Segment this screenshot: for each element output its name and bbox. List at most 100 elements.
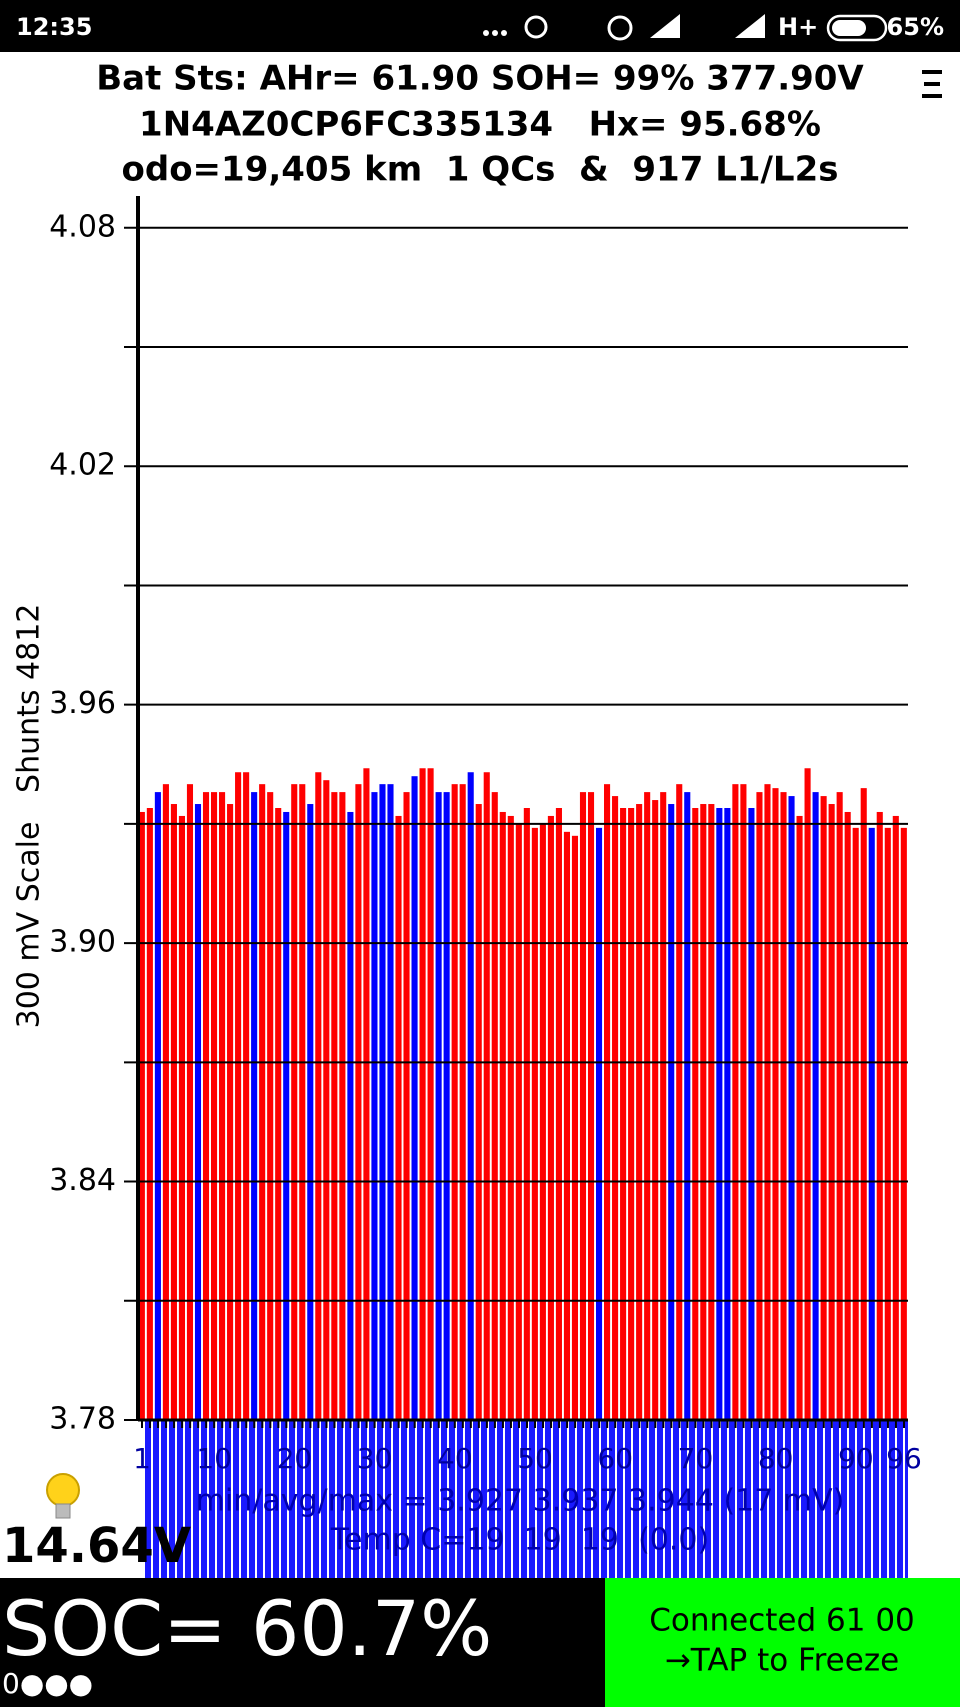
bar bbox=[900, 827, 907, 1420]
bar bbox=[275, 808, 282, 1420]
bar bbox=[435, 792, 442, 1420]
status-battery: 65% bbox=[887, 13, 944, 41]
bar bbox=[507, 815, 514, 1420]
x-tick-label: 60 bbox=[597, 1442, 633, 1475]
connect-button-bg[interactable] bbox=[605, 1578, 960, 1707]
bar bbox=[563, 831, 570, 1420]
bar bbox=[652, 800, 659, 1420]
bar bbox=[684, 792, 691, 1420]
x-tick-label: 96 bbox=[886, 1442, 922, 1475]
indicator: 0●●● bbox=[2, 1667, 93, 1700]
bar bbox=[227, 804, 234, 1420]
bar bbox=[299, 784, 306, 1420]
bar bbox=[531, 827, 538, 1420]
bar bbox=[411, 776, 418, 1420]
bar bbox=[515, 823, 522, 1420]
bar bbox=[804, 768, 811, 1420]
bar bbox=[812, 792, 819, 1420]
bar bbox=[371, 792, 378, 1420]
bar bbox=[844, 811, 851, 1420]
annotation: Temp C=19 19 19 (0.0) bbox=[330, 1523, 709, 1558]
bar bbox=[636, 804, 643, 1420]
bar bbox=[162, 784, 169, 1420]
bar bbox=[210, 792, 218, 1420]
bar bbox=[764, 784, 771, 1420]
header-line: 1N4AZ0CP6FC335134 Hx= 95.68% bbox=[139, 105, 821, 145]
bar bbox=[868, 827, 875, 1420]
bar bbox=[892, 815, 899, 1420]
bar bbox=[194, 804, 202, 1420]
y-tick-label: 3.84 bbox=[49, 1163, 116, 1198]
bar bbox=[668, 804, 675, 1420]
chart[interactable]: 1 10 20 30 40 50 60 70 80 90 96 3.78 3.84 3.90 3.96 4.0… bbox=[49, 196, 922, 1475]
bar bbox=[772, 788, 779, 1420]
bar bbox=[555, 808, 562, 1420]
connect-button[interactable]: Connected 61 00 →TAP to Freeze bbox=[605, 1578, 960, 1707]
x-tick-label: 10 bbox=[196, 1442, 232, 1475]
bar bbox=[154, 792, 161, 1420]
bar bbox=[724, 808, 731, 1420]
bar bbox=[251, 792, 258, 1420]
bar bbox=[547, 815, 554, 1420]
bar bbox=[708, 804, 715, 1420]
bar bbox=[283, 811, 290, 1420]
bar bbox=[259, 784, 266, 1420]
bar bbox=[660, 792, 667, 1420]
y-tick-label: 3.96 bbox=[49, 686, 116, 721]
bar bbox=[219, 792, 226, 1420]
x-tick-label: 20 bbox=[277, 1442, 313, 1475]
bar bbox=[202, 792, 210, 1420]
bar bbox=[315, 772, 322, 1420]
bar bbox=[499, 811, 506, 1420]
header-line: Bat Sts: AHr= 61.90 SOH= 99% 377.90V bbox=[96, 59, 864, 99]
bar bbox=[451, 784, 458, 1420]
x-tick-label: 90 bbox=[838, 1442, 874, 1475]
bar bbox=[427, 768, 434, 1420]
bar bbox=[820, 796, 827, 1420]
aux-voltage: 14.64V bbox=[2, 1518, 191, 1574]
bar bbox=[579, 792, 587, 1420]
bar bbox=[539, 823, 546, 1420]
bar bbox=[178, 815, 185, 1420]
bar bbox=[676, 784, 683, 1420]
y-tick-label: 4.08 bbox=[49, 209, 116, 244]
connection-status[interactable]: Connected 61 00 bbox=[649, 1603, 915, 1639]
bar bbox=[347, 811, 354, 1420]
bar bbox=[146, 808, 153, 1420]
bar bbox=[267, 792, 274, 1420]
bar bbox=[796, 815, 803, 1420]
bar bbox=[387, 784, 394, 1420]
bar bbox=[571, 835, 579, 1420]
status-bar bbox=[0, 0, 960, 52]
bar bbox=[595, 827, 603, 1420]
bar bbox=[523, 808, 530, 1420]
bar bbox=[467, 772, 474, 1420]
tap-hint[interactable]: →TAP to Freeze bbox=[665, 1643, 899, 1679]
status-icons bbox=[483, 14, 888, 42]
bar bbox=[612, 796, 619, 1420]
bar bbox=[788, 796, 795, 1420]
bar bbox=[491, 792, 498, 1420]
menu-button[interactable] bbox=[922, 70, 942, 98]
bar bbox=[403, 792, 410, 1420]
bar bbox=[884, 827, 891, 1420]
bar bbox=[323, 780, 330, 1420]
bar bbox=[828, 804, 835, 1420]
bar bbox=[419, 768, 426, 1420]
bar bbox=[740, 784, 747, 1420]
x-tick-label: 30 bbox=[357, 1442, 393, 1475]
bar bbox=[307, 804, 314, 1420]
status-network: H+ bbox=[778, 13, 818, 41]
bar bbox=[379, 784, 386, 1420]
header-line: odo=19,405 km 1 QCs & 917 L1/L2s bbox=[122, 150, 839, 190]
x-tick-label: 1 bbox=[133, 1442, 151, 1475]
x-tick-label: 70 bbox=[678, 1442, 714, 1475]
bar bbox=[170, 804, 177, 1420]
bar bbox=[852, 827, 859, 1420]
bar bbox=[339, 792, 346, 1420]
bar bbox=[756, 792, 763, 1420]
bar bbox=[483, 772, 490, 1420]
y-tick-label: 3.78 bbox=[49, 1402, 116, 1437]
